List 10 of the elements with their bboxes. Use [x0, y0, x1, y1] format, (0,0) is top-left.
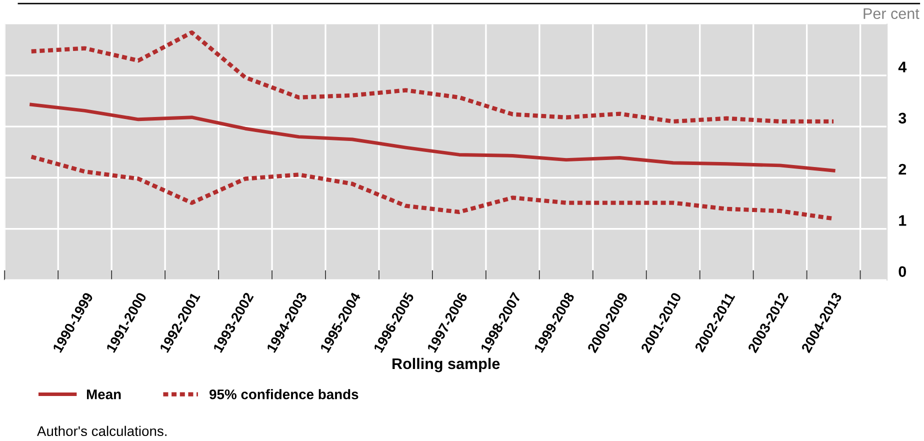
- text: Author's calculations.: [36, 426, 166, 436]
- y-tick-label: 0: [898, 266, 906, 278]
- x-axis-title: Rolling sample: [392, 358, 500, 372]
- y-axis-title: Per cent: [864, 8, 920, 20]
- y-tick-label: 4: [898, 62, 907, 72]
- y-tick-label: 1: [899, 215, 906, 226]
- legend-label: 95% confidence bands: [210, 389, 358, 400]
- y-tick-label: 2: [898, 164, 906, 175]
- y-tick-label: 3: [898, 112, 906, 124]
- legend-label: Mean: [86, 390, 121, 400]
